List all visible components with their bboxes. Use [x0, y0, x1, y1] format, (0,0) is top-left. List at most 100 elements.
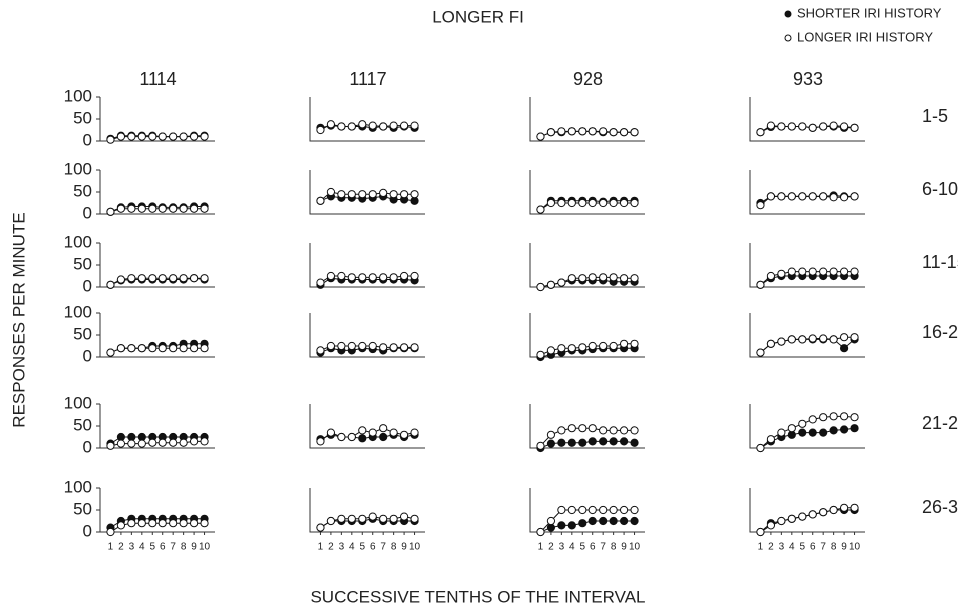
x-tick-label: 10 [199, 542, 211, 553]
data-point [619, 426, 629, 435]
axis-line [749, 97, 865, 142]
data-point [588, 516, 597, 526]
data-point [829, 267, 838, 276]
axis-line [529, 404, 645, 449]
series-line [110, 208, 205, 213]
axis-line [529, 170, 645, 215]
data-point [766, 521, 776, 530]
data-point [546, 439, 556, 448]
data-point [619, 437, 629, 446]
series-line [110, 522, 205, 533]
series-line [760, 427, 855, 449]
y-axis-label: RESPONSES PER MINUTE [9, 212, 28, 427]
y-tick-label: 50 [73, 254, 92, 273]
data-point [798, 428, 807, 437]
series-line [540, 520, 635, 533]
row-header: 26-30 [922, 497, 958, 517]
series-line [760, 338, 855, 353]
data-point [839, 412, 849, 421]
data-point [630, 505, 639, 515]
data-point [368, 428, 377, 437]
y-tick-label: 50 [73, 108, 92, 127]
axis-line [99, 313, 215, 358]
x-tick-label: 3 [129, 542, 135, 553]
data-point [578, 438, 587, 447]
data-point [766, 339, 776, 348]
data-point [158, 519, 167, 528]
data-point [169, 132, 178, 141]
axis-line [529, 97, 645, 142]
series-line [110, 347, 205, 354]
data-point [326, 271, 336, 281]
x-tick-label: 8 [611, 542, 617, 553]
data-point [368, 121, 377, 130]
x-tick-label: 5 [149, 542, 155, 553]
data-point [337, 432, 346, 442]
data-point [358, 434, 367, 443]
axis-line [309, 404, 425, 449]
data-point [619, 339, 629, 348]
data-point [557, 521, 566, 530]
data-point [536, 441, 545, 450]
data-point [567, 198, 576, 208]
data-point [787, 267, 796, 276]
data-point [766, 435, 776, 444]
axis-line [749, 488, 865, 533]
data-point [389, 514, 398, 523]
x-tick-label: 7 [600, 542, 606, 553]
data-point [619, 274, 629, 283]
data-point [316, 346, 325, 355]
data-point [850, 192, 859, 201]
data-point [410, 514, 419, 523]
data-point [179, 132, 188, 141]
data-point [379, 188, 388, 197]
y-tick-label: 50 [73, 415, 92, 434]
data-point [567, 505, 576, 515]
series-line [320, 195, 415, 202]
data-point [808, 428, 817, 437]
data-point [179, 438, 188, 447]
y-tick-label: 0 [83, 437, 92, 456]
data-point [850, 267, 859, 276]
y-tick-label: 0 [83, 521, 92, 540]
data-point [410, 428, 419, 437]
data-point [200, 204, 209, 213]
data-point [379, 514, 388, 523]
y-tick-label: 50 [73, 324, 92, 343]
data-point [557, 278, 566, 287]
data-point [557, 344, 566, 353]
data-point [169, 438, 178, 447]
data-point [347, 514, 356, 523]
axis-line [529, 313, 645, 358]
data-point [326, 428, 336, 437]
data-point [839, 122, 849, 131]
data-point [546, 430, 556, 439]
data-point [148, 274, 157, 283]
data-point [106, 441, 115, 450]
data-point [829, 335, 838, 344]
y-tick-label: 100 [64, 477, 92, 496]
legend-marker [784, 34, 792, 42]
data-point [326, 516, 336, 526]
data-point [106, 135, 115, 144]
x-tick-label: 7 [170, 542, 176, 553]
series-line [110, 440, 205, 447]
x-tick-label: 4 [349, 542, 355, 553]
data-point [200, 274, 209, 283]
data-point [787, 192, 796, 201]
data-point [347, 432, 356, 442]
data-point [588, 127, 597, 136]
data-point [619, 128, 629, 137]
data-point [599, 127, 608, 136]
data-point [316, 437, 325, 446]
data-point [148, 344, 157, 353]
data-point [567, 424, 576, 433]
data-point [609, 198, 618, 208]
data-point [316, 278, 325, 287]
data-point [368, 273, 377, 282]
data-point [798, 267, 807, 276]
data-point [410, 343, 419, 352]
data-point [137, 204, 146, 213]
data-point [578, 274, 587, 283]
data-point [599, 516, 608, 526]
